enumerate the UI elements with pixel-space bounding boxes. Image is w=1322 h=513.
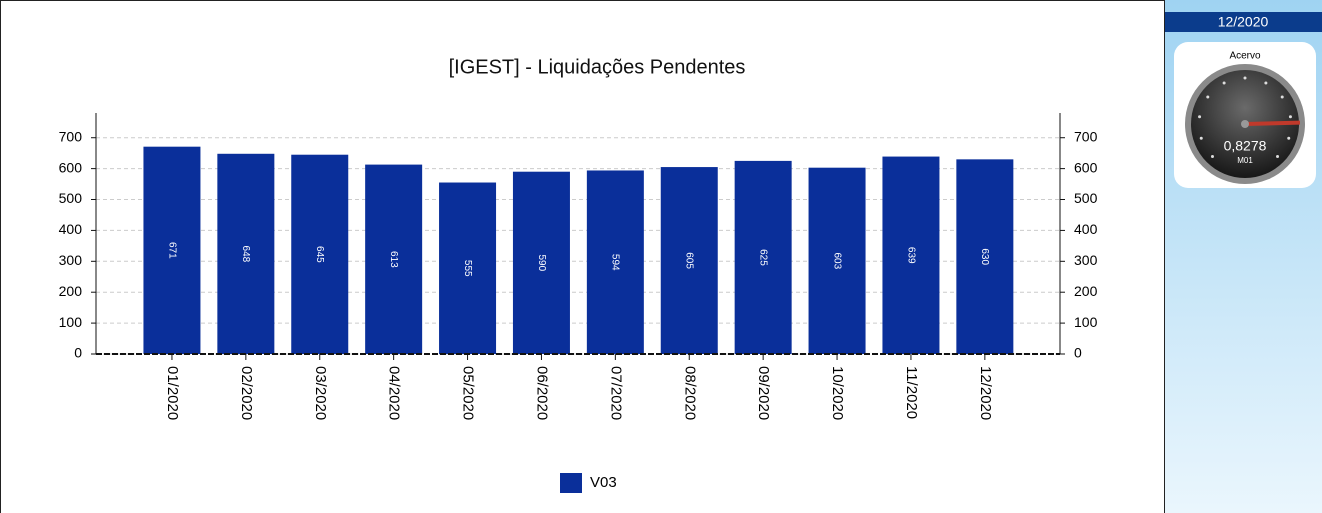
gauge-unit: M01: [1237, 156, 1253, 165]
x-tick-label: 06/2020: [533, 366, 550, 420]
y-tick-label: 700: [59, 128, 83, 144]
gauge-dot: [1210, 155, 1214, 159]
x-tick-label: 09/2020: [755, 366, 772, 420]
value-label: 605: [684, 252, 695, 269]
gauge-dot: [1288, 115, 1292, 119]
y-tick-label: 100: [59, 314, 83, 330]
period: 12/2020: [1218, 14, 1269, 30]
x-tick-label: 03/2020: [312, 366, 329, 420]
legend-swatch: [560, 473, 582, 493]
gauge-dot: [1199, 136, 1203, 140]
value-label: 590: [536, 255, 547, 272]
value-label: 613: [388, 251, 399, 268]
gauge-dot: [1222, 81, 1226, 85]
period-bar: [1165, 12, 1322, 32]
y2-tick-label: 600: [1074, 159, 1098, 175]
value-label: 555: [462, 260, 473, 277]
x-tick-label: 10/2020: [829, 366, 846, 420]
gauge-hub: [1241, 120, 1249, 128]
y-tick-label: 0: [74, 345, 82, 361]
y-tick-label: 500: [59, 190, 83, 206]
y2-tick-label: 0: [1074, 345, 1082, 361]
bar: [586, 170, 644, 354]
y2-tick-label: 100: [1074, 314, 1098, 330]
bar: [291, 154, 349, 354]
bar: [882, 156, 940, 354]
gauge-dot: [1287, 136, 1291, 140]
gauge-dot: [1243, 76, 1247, 80]
bar: [439, 182, 497, 354]
value-label: 645: [314, 246, 325, 263]
gauge-needle: [1244, 120, 1301, 126]
legend-label: V03: [590, 474, 617, 491]
value-label: 648: [240, 246, 251, 263]
x-tick-label: 02/2020: [238, 366, 255, 420]
y-tick-label: 300: [59, 252, 83, 268]
value-label: 594: [610, 254, 621, 271]
value-label: 671: [166, 242, 177, 259]
bar: [365, 164, 423, 354]
bar: [734, 160, 792, 354]
y-tick-label: 400: [59, 221, 83, 237]
x-tick-label: 11/2020: [903, 366, 920, 419]
y-tick-label: 200: [59, 283, 83, 299]
value-label: 630: [979, 248, 990, 265]
gauge-title: Acervo: [1229, 51, 1261, 62]
gauge-dot: [1264, 81, 1268, 85]
value-label: 625: [758, 249, 769, 266]
gauge-dot: [1198, 115, 1202, 119]
gauge-dot: [1280, 95, 1284, 99]
x-tick-label: 04/2020: [386, 366, 403, 420]
x-tick-label: 07/2020: [607, 366, 624, 420]
x-tick-label: 01/2020: [164, 366, 181, 420]
chart-title: [IGEST] - Liquidações Pendentes: [449, 56, 746, 78]
y2-tick-label: 500: [1074, 190, 1098, 206]
y2-tick-label: 300: [1074, 252, 1098, 268]
bar: [808, 167, 866, 354]
y-tick-label: 600: [59, 159, 83, 175]
bar: [660, 167, 718, 354]
bar: [956, 159, 1014, 354]
x-tick-label: 08/2020: [681, 366, 698, 420]
y2-tick-label: 700: [1074, 128, 1098, 144]
bar: [143, 146, 201, 354]
x-tick-label: 05/2020: [460, 366, 477, 420]
x-tick-label: 12/2020: [977, 366, 994, 420]
gauge-dot: [1206, 95, 1210, 99]
gauge-value: 0,8278: [1224, 138, 1267, 154]
value-label: 603: [831, 253, 842, 270]
y2-tick-label: 200: [1074, 283, 1098, 299]
gauge-dot: [1276, 155, 1280, 159]
value-label: 639: [905, 247, 916, 264]
bar: [512, 171, 570, 354]
y2-tick-label: 400: [1074, 221, 1098, 237]
bar: [217, 153, 275, 354]
